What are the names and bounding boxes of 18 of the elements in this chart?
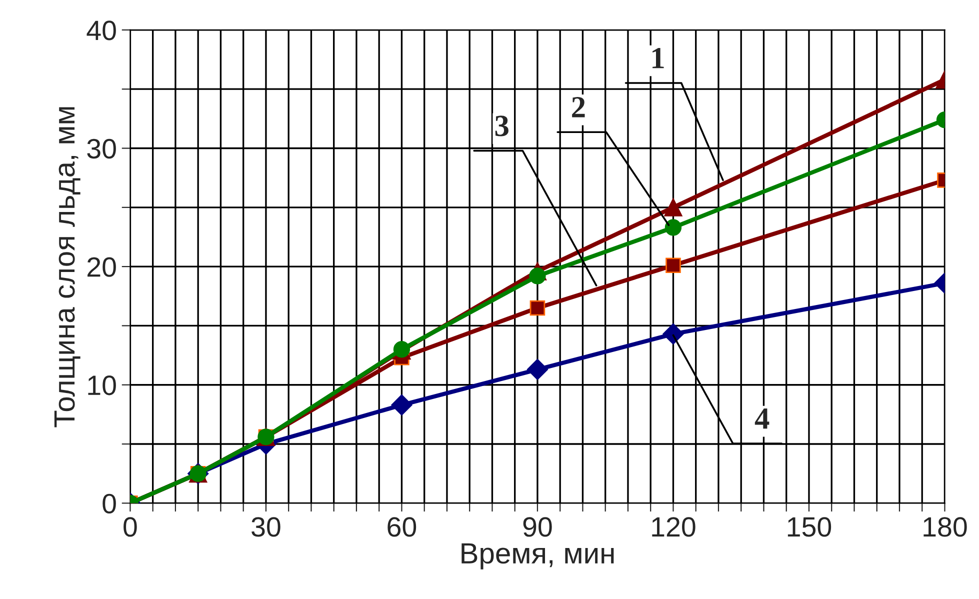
x-axis-title: Время, мин: [462, 543, 614, 570]
x-tick-label: 180: [924, 517, 967, 537]
annotation: 4: [754, 408, 770, 429]
x-tick-label: 90: [523, 517, 552, 537]
y-tick-label: 30: [87, 138, 116, 159]
y-tick-label: 20: [88, 257, 116, 277]
x-tick-label: 30: [252, 517, 280, 537]
y-axis-title: Толщина слоя льда, мм: [54, 107, 80, 428]
x-tick-label: 120: [652, 517, 696, 537]
x-tick-label: 60: [388, 517, 416, 537]
y-tick-label: 10: [88, 376, 116, 396]
y-tick-label: 40: [86, 20, 116, 40]
y-tick-label: 0: [102, 494, 116, 514]
annotation: 1: [652, 48, 664, 68]
x-tick-label: 0: [124, 517, 137, 537]
x-tick-label: 150: [788, 517, 832, 537]
annotation: 3: [495, 116, 508, 136]
annotation: 2: [572, 97, 585, 118]
